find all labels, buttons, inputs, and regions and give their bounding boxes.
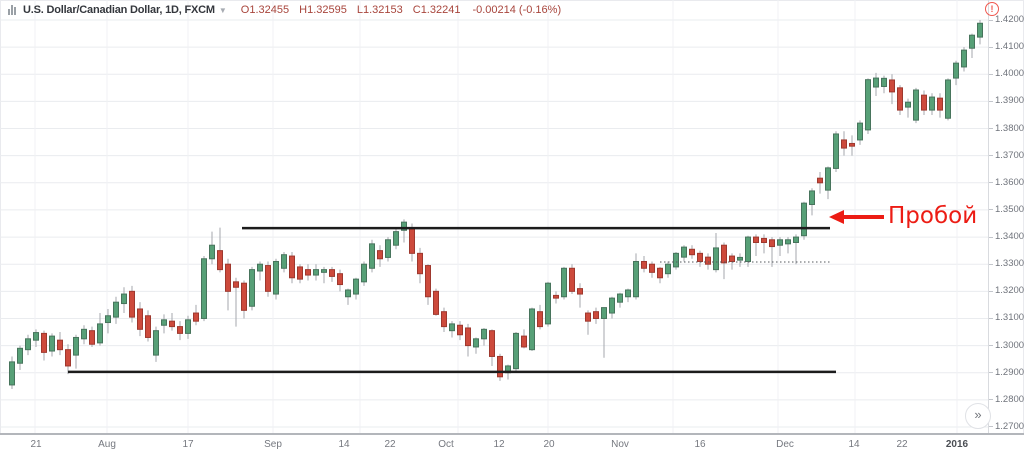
price-axis-label: 1.42000	[995, 14, 1024, 25]
time-axis[interactable]: 21 Aug 17 Sep 14 22 Oct 12 20 Nov 16 Dec 14 22 2016	[0, 433, 1024, 452]
price-axis-label: 1.38000	[995, 122, 1024, 134]
price-axis-tick	[989, 317, 993, 319]
chart-svg	[0, 0, 988, 433]
price-axis-label: 1.29000	[995, 366, 1024, 378]
breakout-annotation-label[interactable]: Пробой	[888, 203, 978, 229]
symbol-title[interactable]: U.S. Dollar/Canadian Dollar, 1D, FXCM	[23, 4, 215, 16]
price-axis-label: 1.34000	[995, 231, 1024, 243]
price-axis-tick	[989, 399, 993, 401]
time-axis-label: 21	[30, 439, 42, 450]
breakout-arrow[interactable]	[828, 206, 886, 233]
price-axis-tick	[989, 236, 993, 238]
price-axis-label: 1.41000	[995, 41, 1024, 53]
time-axis-label: 22	[896, 439, 908, 450]
alert-icon[interactable]: !	[985, 2, 999, 16]
price-axis-label: 1.33000	[995, 258, 1024, 270]
price-axis-tick	[989, 46, 993, 48]
price-axis-label: 1.27000	[995, 420, 1024, 432]
price-axis-tick	[989, 345, 993, 347]
price-axis-label: 1.31000	[995, 312, 1024, 324]
price-axis-tick	[989, 209, 993, 211]
price-axis-label: 1.32000	[995, 285, 1024, 297]
close-value: C1.32241	[412, 4, 461, 16]
price-axis-tick	[989, 263, 993, 265]
time-axis-label: 16	[694, 439, 706, 450]
price-axis-tick	[989, 155, 993, 157]
price-axis-label: 1.39000	[995, 95, 1024, 107]
time-axis-label: 20	[543, 439, 555, 450]
price-axis-label: 1.35000	[995, 203, 1024, 215]
chevron-down-icon[interactable]: ▼	[218, 5, 227, 15]
time-axis-label: Nov	[611, 439, 629, 450]
price-axis-label: 1.36000	[995, 176, 1024, 188]
price-axis-tick	[989, 290, 993, 292]
series-style-icon	[8, 5, 16, 15]
price-axis-label: 1.40000	[995, 68, 1024, 80]
time-axis-label: 17	[182, 439, 194, 450]
price-axis-label: 1.30000	[995, 339, 1024, 351]
price-axis-tick	[989, 128, 993, 130]
price-axis-tick	[989, 100, 993, 102]
time-axis-label: 2016	[945, 439, 969, 450]
price-axis-tick	[989, 182, 993, 184]
time-axis-label: Aug	[98, 439, 116, 450]
open-value: O1.32455	[240, 4, 290, 16]
jump-to-latest-button[interactable]: »	[965, 403, 991, 429]
price-axis[interactable]: 1.42000 1.41000 1.40000 1.39000 1.38000 1.370…	[988, 0, 1024, 433]
price-axis-tick	[989, 426, 993, 428]
change-value: -0.00214 (-0.16%)	[472, 4, 562, 16]
candlestick-chart-canvas[interactable]	[0, 0, 988, 433]
price-axis-label: 1.37000	[995, 149, 1024, 161]
time-axis-label: 12	[493, 439, 505, 450]
time-axis-label: Oct	[438, 439, 454, 450]
time-axis-label: 14	[338, 439, 350, 450]
price-axis-tick	[989, 73, 993, 75]
ohlc-values: O1.32455 H1.32595 L1.32153 C1.32241 -0.0…	[241, 4, 561, 16]
price-axis-tick	[989, 372, 993, 374]
price-axis-tick	[989, 19, 993, 21]
time-axis-label: 14	[848, 439, 860, 450]
low-value: L1.32153	[356, 4, 403, 16]
price-axis-label: 1.28000	[995, 393, 1024, 405]
time-axis-label: Sep	[264, 439, 282, 450]
chart-legend: U.S. Dollar/Canadian Dollar, 1D, FXCM ▼ …	[8, 4, 561, 16]
high-value: H1.32595	[299, 4, 347, 16]
time-axis-label: Dec	[776, 439, 794, 450]
time-axis-label: 22	[384, 439, 396, 450]
